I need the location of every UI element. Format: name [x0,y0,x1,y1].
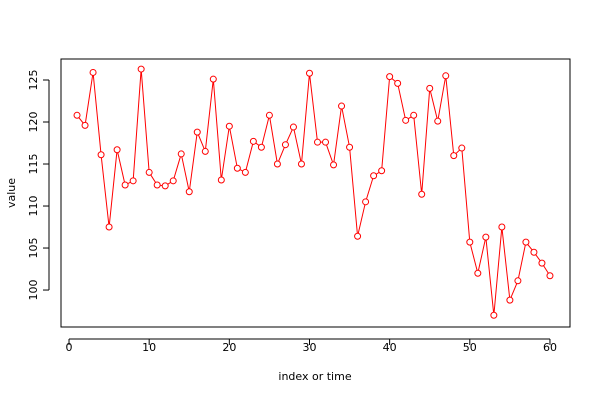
point [73,111,81,119]
point [185,188,193,196]
point [121,181,129,189]
y-tick-label: 125 [27,70,40,91]
x-tick-label: 50 [463,341,477,354]
point [97,151,105,159]
point [330,161,338,169]
point [530,248,538,256]
point [289,123,297,131]
point [450,152,458,160]
x-tick-label: 60 [543,341,557,354]
point [538,259,546,267]
point [426,84,434,92]
point [386,73,394,81]
point [169,177,177,185]
point [297,160,305,168]
point [105,223,113,231]
x-tick-label: 0 [66,341,73,354]
point [161,182,169,190]
point [498,223,506,231]
point [458,144,466,152]
point [145,168,153,176]
point [346,143,354,151]
y-tick-label: 105 [27,238,40,259]
point [506,296,514,304]
y-tick-label: 115 [27,154,40,175]
point [434,117,442,125]
point [193,128,201,136]
x-tick-label: 10 [142,341,156,354]
y-tick-label: 120 [27,112,40,133]
y-tick-label: 100 [27,280,40,301]
point [546,272,554,280]
point [89,68,97,76]
point [129,177,137,185]
point [466,238,474,246]
point [394,79,402,87]
point [281,141,289,149]
point [490,311,498,319]
point [362,198,370,206]
point [314,138,322,146]
point [410,111,418,119]
point [241,168,249,176]
x-tick-label: 30 [302,341,316,354]
point [217,176,225,184]
point [338,102,346,110]
series-line [76,69,551,316]
point [442,72,450,80]
point [209,75,217,83]
plot-box [60,58,571,328]
point [370,172,378,180]
point [482,233,490,241]
point [378,167,386,175]
point [81,121,89,129]
point [402,116,410,124]
point [233,164,241,172]
point [474,269,482,277]
y-axis-label: value [5,178,18,208]
point [265,111,273,119]
point [177,150,185,158]
point [305,69,313,77]
point [322,138,330,146]
x-tick-label: 20 [222,341,236,354]
point [113,146,121,154]
x-axis-label: index or time [278,370,351,383]
x-tick-label: 40 [383,341,397,354]
point [514,277,522,285]
point [257,143,265,151]
point [354,232,362,240]
point [418,190,426,198]
point [249,137,257,145]
point [201,147,209,155]
point [225,122,233,130]
point [273,160,281,168]
point [137,65,145,73]
y-tick-label: 110 [27,196,40,217]
point [153,181,161,189]
point [522,238,530,246]
